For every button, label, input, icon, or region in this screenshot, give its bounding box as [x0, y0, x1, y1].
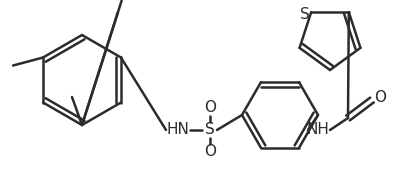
Text: O: O: [204, 145, 216, 159]
Text: O: O: [204, 101, 216, 115]
Text: S: S: [300, 7, 310, 22]
Text: O: O: [374, 90, 386, 105]
Text: NH: NH: [306, 123, 329, 137]
Text: S: S: [205, 123, 215, 137]
Text: HN: HN: [166, 123, 189, 137]
